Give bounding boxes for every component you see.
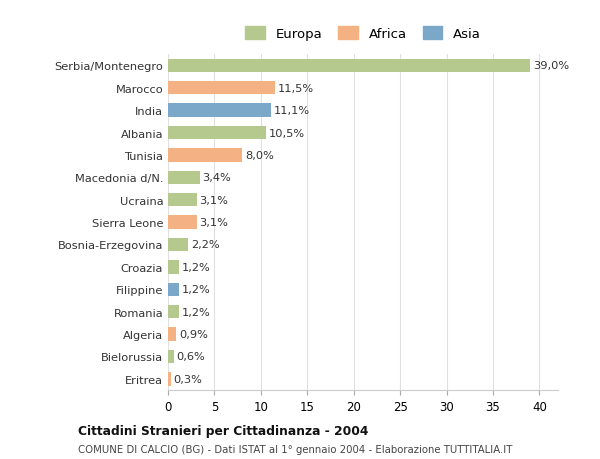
Text: 1,2%: 1,2%	[182, 262, 211, 272]
Bar	[168, 350, 173, 364]
Text: 1,2%: 1,2%	[182, 285, 211, 295]
Text: 3,1%: 3,1%	[200, 218, 229, 228]
Bar	[168, 261, 179, 274]
Text: 2,2%: 2,2%	[191, 240, 220, 250]
Text: COMUNE DI CALCIO (BG) - Dati ISTAT al 1° gennaio 2004 - Elaborazione TUTTITALIA.: COMUNE DI CALCIO (BG) - Dati ISTAT al 1°…	[78, 444, 512, 454]
Bar	[168, 60, 530, 73]
Text: 3,1%: 3,1%	[200, 195, 229, 205]
Bar	[168, 238, 188, 252]
Text: 39,0%: 39,0%	[533, 61, 569, 71]
Text: 0,3%: 0,3%	[173, 374, 202, 384]
Bar	[168, 372, 171, 386]
Text: 1,2%: 1,2%	[182, 307, 211, 317]
Bar	[168, 104, 271, 118]
Bar	[168, 194, 197, 207]
Legend: Europa, Africa, Asia: Europa, Africa, Asia	[240, 22, 486, 46]
Bar	[168, 216, 197, 230]
Bar	[168, 305, 179, 319]
Text: 11,5%: 11,5%	[278, 84, 314, 94]
Bar	[168, 283, 179, 297]
Bar	[168, 171, 200, 185]
Bar	[168, 328, 176, 341]
Text: 10,5%: 10,5%	[268, 128, 304, 138]
Bar	[168, 127, 265, 140]
Text: 0,6%: 0,6%	[176, 352, 205, 362]
Bar	[168, 82, 275, 95]
Text: 3,4%: 3,4%	[202, 173, 231, 183]
Text: 8,0%: 8,0%	[245, 151, 274, 161]
Text: Cittadini Stranieri per Cittadinanza - 2004: Cittadini Stranieri per Cittadinanza - 2…	[78, 425, 368, 437]
Text: 11,1%: 11,1%	[274, 106, 310, 116]
Text: 0,9%: 0,9%	[179, 329, 208, 339]
Bar	[168, 149, 242, 162]
